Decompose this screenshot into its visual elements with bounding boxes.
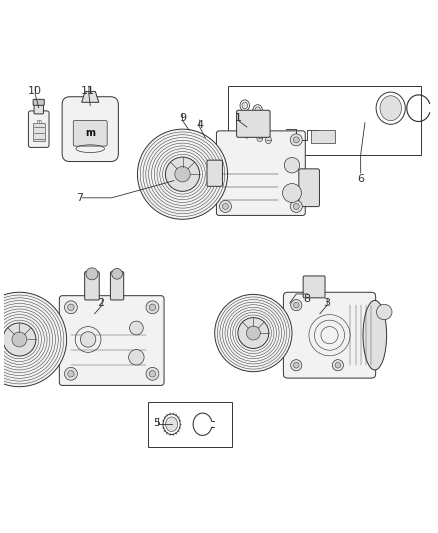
Circle shape [293, 302, 299, 308]
Circle shape [215, 294, 292, 372]
Text: 7: 7 [76, 193, 83, 203]
Circle shape [223, 204, 229, 209]
Circle shape [247, 326, 260, 340]
FancyBboxPatch shape [237, 110, 270, 138]
Text: 3: 3 [323, 298, 330, 308]
Circle shape [290, 134, 302, 146]
FancyBboxPatch shape [33, 99, 44, 106]
Bar [228, 86, 421, 155]
Text: 11: 11 [81, 85, 95, 95]
Circle shape [377, 304, 392, 320]
FancyBboxPatch shape [85, 272, 99, 300]
Circle shape [86, 268, 98, 280]
Text: 2: 2 [97, 298, 105, 308]
Ellipse shape [363, 301, 387, 370]
Circle shape [129, 350, 144, 365]
Circle shape [64, 301, 78, 314]
Circle shape [3, 323, 36, 356]
Circle shape [219, 200, 231, 213]
Bar [33, 123, 45, 141]
Circle shape [166, 157, 200, 191]
Text: 4: 4 [196, 120, 203, 130]
FancyBboxPatch shape [59, 296, 164, 385]
Circle shape [291, 300, 302, 311]
Circle shape [80, 332, 96, 347]
Circle shape [291, 360, 302, 371]
Polygon shape [81, 92, 99, 102]
Text: 9: 9 [179, 114, 186, 124]
FancyBboxPatch shape [28, 111, 49, 148]
Circle shape [293, 204, 299, 209]
Text: 10: 10 [28, 85, 42, 95]
Text: 8: 8 [304, 294, 311, 304]
Circle shape [332, 360, 343, 371]
Circle shape [68, 304, 74, 311]
FancyBboxPatch shape [73, 120, 107, 146]
FancyBboxPatch shape [34, 103, 43, 114]
Circle shape [335, 362, 341, 368]
Circle shape [146, 301, 159, 314]
Ellipse shape [257, 134, 263, 142]
Ellipse shape [380, 96, 401, 120]
Circle shape [149, 370, 155, 377]
Ellipse shape [242, 102, 247, 109]
FancyBboxPatch shape [216, 131, 305, 215]
Circle shape [149, 304, 155, 311]
Circle shape [290, 200, 302, 213]
Text: m: m [36, 119, 41, 124]
Text: 5: 5 [153, 418, 160, 428]
Text: m: m [85, 128, 95, 138]
Ellipse shape [166, 417, 178, 432]
Bar [311, 130, 335, 142]
Circle shape [64, 367, 78, 380]
FancyBboxPatch shape [110, 272, 124, 300]
Circle shape [0, 292, 67, 386]
Circle shape [130, 321, 143, 335]
Ellipse shape [255, 107, 261, 114]
Circle shape [293, 362, 299, 368]
Circle shape [283, 183, 301, 203]
Text: 6: 6 [357, 174, 364, 183]
Circle shape [146, 367, 159, 380]
Circle shape [284, 157, 300, 173]
Ellipse shape [244, 131, 250, 138]
Circle shape [293, 137, 299, 143]
Ellipse shape [265, 136, 272, 144]
Bar [148, 402, 232, 447]
FancyBboxPatch shape [299, 169, 319, 207]
FancyBboxPatch shape [283, 292, 376, 378]
Circle shape [68, 370, 74, 377]
Circle shape [175, 166, 190, 182]
Circle shape [138, 129, 228, 219]
Circle shape [12, 332, 27, 347]
FancyBboxPatch shape [62, 96, 118, 161]
FancyBboxPatch shape [207, 160, 223, 187]
FancyBboxPatch shape [303, 276, 325, 298]
Text: 1: 1 [235, 114, 242, 124]
Circle shape [238, 318, 269, 349]
Circle shape [112, 269, 123, 279]
